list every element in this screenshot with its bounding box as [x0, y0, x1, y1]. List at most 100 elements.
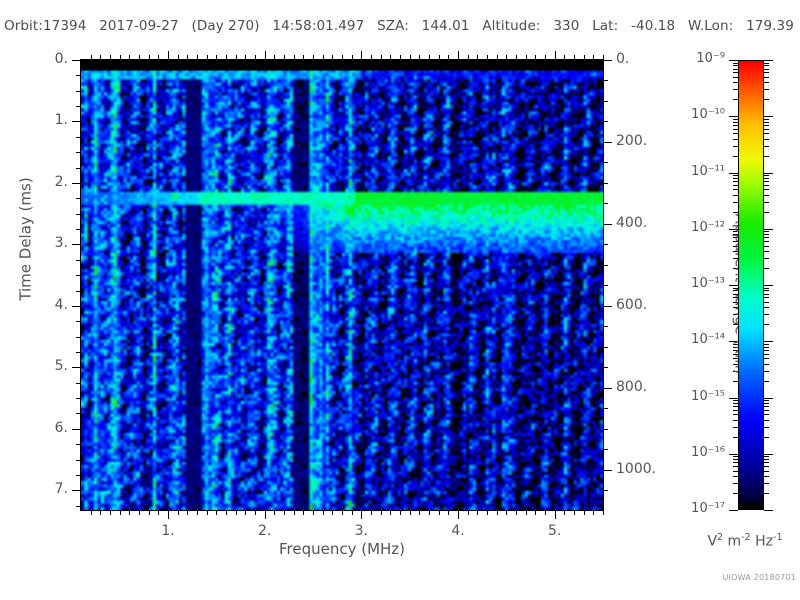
colorbar-minor-tick [733, 493, 738, 494]
y-left-minor-tick [76, 152, 81, 153]
x-minor-tick [439, 510, 440, 515]
colorbar-minor-tick-right [764, 122, 769, 123]
x-tick-top [294, 55, 295, 60]
y-right-minor-tick [603, 490, 608, 491]
altitude-label: Altitude: [482, 18, 541, 34]
colorbar-minor-tick-right [764, 400, 769, 401]
y-right-tick-label: 1000. [616, 460, 657, 477]
colorbar-minor-tick [733, 406, 738, 407]
x-tick-top [255, 55, 256, 60]
y-left-minor-tick [76, 260, 81, 261]
colorbar-minor-tick [733, 65, 738, 66]
colorbar-minor-tick [733, 181, 738, 182]
x-tick-label: 2. [257, 523, 272, 539]
x-tick-label: 5. [547, 523, 562, 539]
x-minor-tick [410, 510, 411, 515]
colorbar-minor-tick [733, 466, 738, 467]
colorbar-tick-label: 10⁻¹² [691, 219, 725, 235]
x-minor-tick [593, 510, 594, 515]
x-minor-tick [342, 510, 343, 515]
x-minor-tick [487, 510, 488, 515]
x-minor-tick [294, 510, 295, 515]
west-longitude-label: W.Lon: [687, 18, 734, 34]
x-minor-tick [477, 510, 478, 515]
colorbar-tick-label: 10⁻¹⁴ [691, 332, 725, 348]
colorbar-minor-tick [733, 185, 738, 186]
x-minor-tick [284, 510, 285, 515]
colorbar-minor-tick-right [764, 139, 769, 140]
x-tick-top [187, 55, 188, 60]
y-right-minor-tick [603, 121, 608, 122]
y-left-minor-tick [76, 337, 81, 338]
unit-volt: V [707, 533, 718, 550]
sza-value: 144.01 [421, 18, 470, 34]
y-right-tick-label: 200. [616, 132, 648, 149]
colorbar-minor-tick [733, 241, 738, 242]
x-major-tick [555, 510, 556, 519]
x-tick-top [468, 55, 469, 60]
colorbar-minor-tick [733, 251, 738, 252]
x-minor-tick [419, 510, 420, 515]
colorbar-major-tick-right [764, 510, 773, 511]
credit-watermark: UIOWA 20180701 [722, 573, 796, 582]
colorbar-major-tick-right [764, 173, 773, 174]
colorbar-major-tick-right [764, 285, 773, 286]
colorbar-minor-tick [733, 258, 738, 259]
colorbar-minor-tick [733, 63, 738, 64]
x-tick-top [506, 55, 507, 60]
orbit-field: Orbit:17394 [4, 18, 86, 34]
colorbar-minor-tick-right [764, 185, 769, 186]
unit-hertz: Hz [755, 533, 774, 550]
colorbar-minor-tick [733, 437, 738, 438]
x-minor-tick [332, 510, 333, 515]
x-tick-top [371, 55, 372, 60]
colorbar-minor-tick [733, 324, 738, 325]
x-minor-tick [381, 510, 382, 515]
y-left-minor-tick [76, 198, 81, 199]
colorbar-major-tick [729, 60, 738, 61]
sza-label: SZA: [377, 18, 409, 34]
x-tick-top [110, 55, 111, 60]
colorbar-minor-tick-right [764, 241, 769, 242]
colorbar-minor-tick [733, 156, 738, 157]
y-left-major-tick [72, 367, 81, 368]
x-tick-top [516, 55, 517, 60]
colorbar-minor-tick [733, 347, 738, 348]
colorbar-minor-tick [733, 178, 738, 179]
y-left-tick-label: 7. [54, 481, 68, 498]
colorbar-minor-tick [733, 234, 738, 235]
colorbar-minor-tick-right [764, 297, 769, 298]
x-minor-tick [584, 510, 585, 515]
x-tick-top [458, 51, 459, 60]
x-minor-tick [506, 510, 507, 515]
y-right-major-tick [603, 142, 612, 143]
x-tick-top [265, 51, 266, 60]
colorbar-minor-tick-right [764, 119, 769, 120]
x-tick-top [429, 55, 430, 60]
x-tick-top [352, 55, 353, 60]
y-left-minor-tick [76, 352, 81, 353]
y-left-minor-tick [76, 413, 81, 414]
x-tick-top [361, 51, 362, 60]
colorbar-minor-tick [733, 354, 738, 355]
colorbar-minor-tick-right [764, 437, 769, 438]
colorbar-minor-tick [733, 462, 738, 463]
x-minor-tick [468, 510, 469, 515]
colorbar-minor-tick [733, 246, 738, 247]
colorbar-minor-tick-right [764, 347, 769, 348]
x-minor-tick [197, 510, 198, 515]
y-right-minor-tick [603, 265, 608, 266]
x-tick-top [158, 55, 159, 60]
x-minor-tick [323, 510, 324, 515]
x-tick-top [207, 55, 208, 60]
colorbar-major-tick [729, 173, 738, 174]
orbit-value: 17394 [42, 18, 87, 34]
y-right-major-tick [603, 306, 612, 307]
x-tick-label: 1. [161, 523, 175, 539]
colorbar-major-tick-right [764, 60, 773, 61]
colorbar-tick-label: 10⁻¹⁶ [691, 444, 725, 460]
y-left-tick-label: 1. [54, 112, 68, 129]
colorbar-minor-tick-right [764, 156, 769, 157]
colorbar-minor-tick [733, 99, 738, 100]
y-left-minor-tick [76, 321, 81, 322]
